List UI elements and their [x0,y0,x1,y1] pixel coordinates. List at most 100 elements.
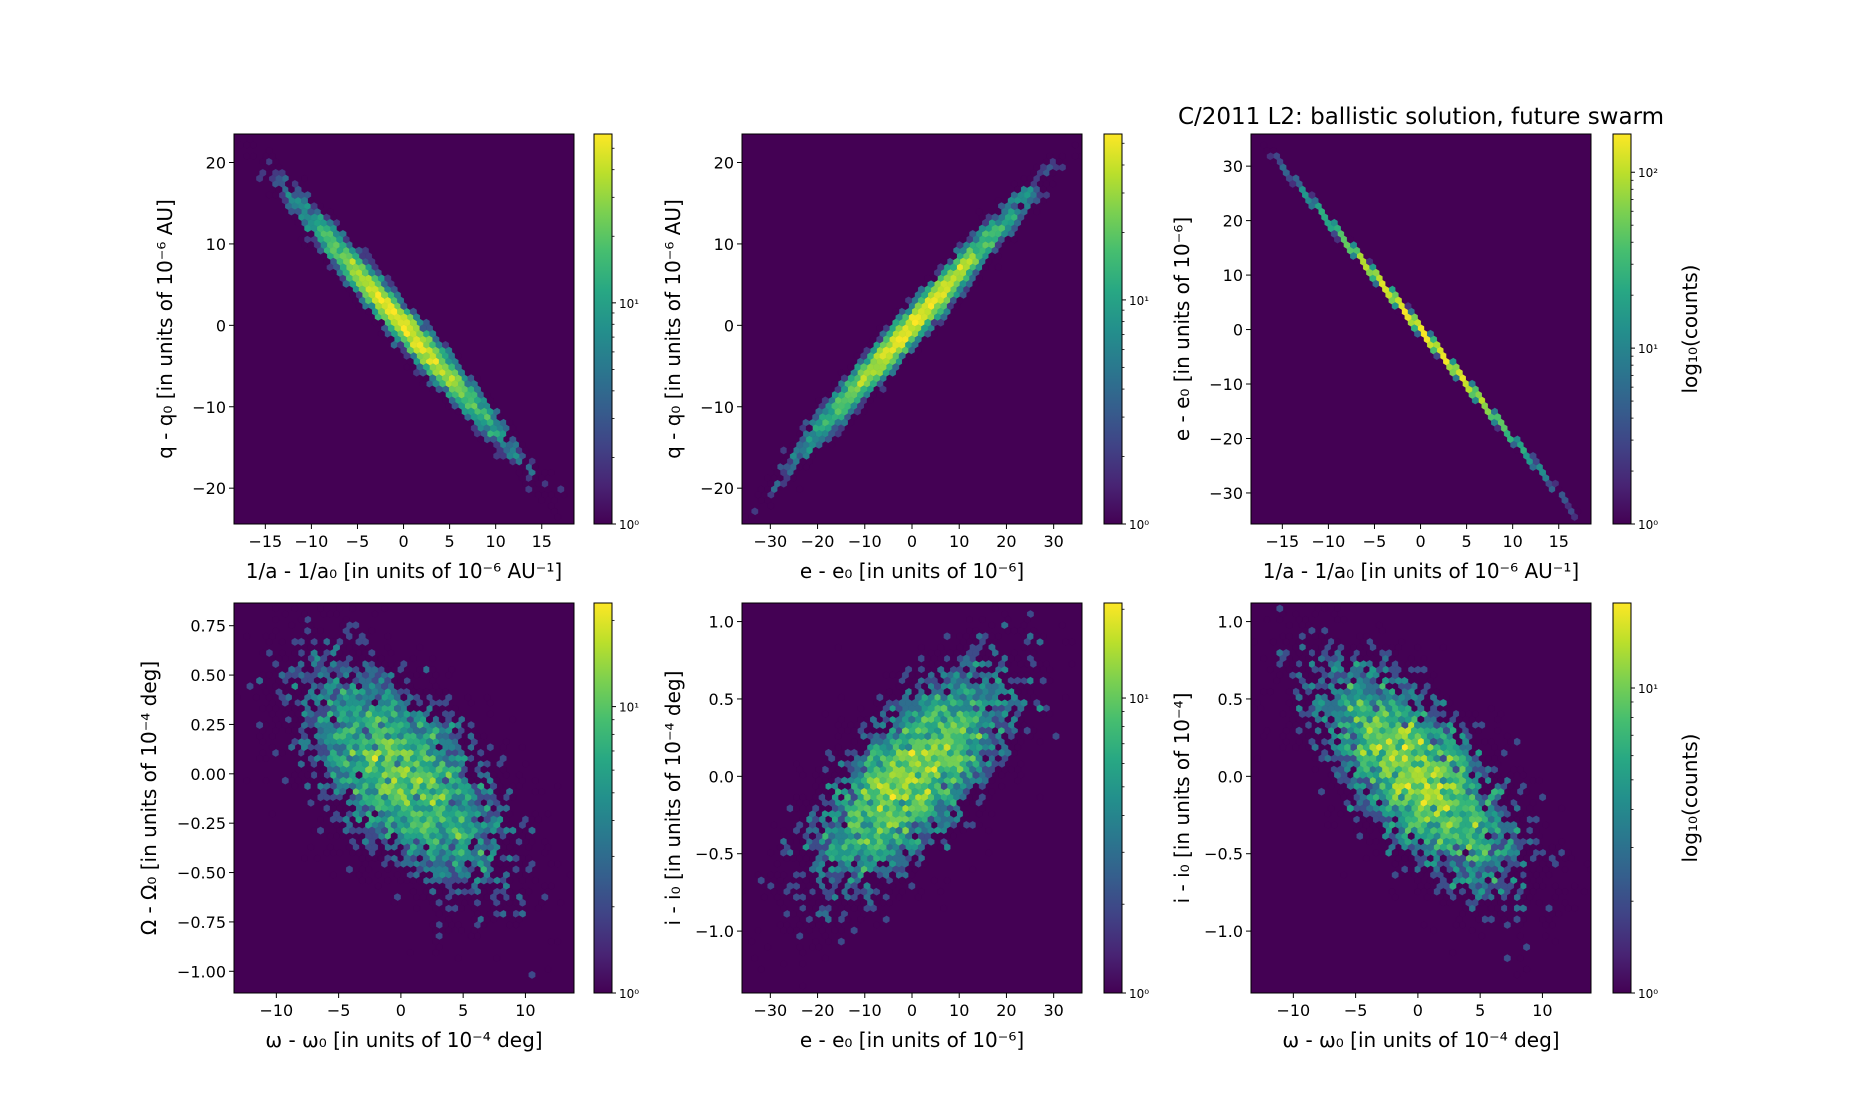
hex-bin [438,826,446,835]
hex-bin [326,654,334,663]
hex-bin [831,904,839,913]
hex-bin [1049,157,1057,166]
hex-bin [1433,854,1441,863]
hex-bin [448,732,456,741]
hex-bin [837,693,845,702]
hex-bin [837,782,845,791]
y-tick-label: 0 [216,316,226,335]
hex-bin [950,252,957,261]
hex-bin [1503,743,1511,752]
x-tick-label: 0 [398,532,408,551]
hex-bin [793,848,800,857]
hex-bin [1356,832,1364,841]
hex-bin [454,385,462,394]
hex-bin [757,876,765,885]
hex-bin [1020,621,1028,630]
hex-bin [400,815,408,824]
hex-bin [368,268,376,277]
hex-bin [512,854,520,863]
hex-bin [937,643,945,652]
hex-bin [252,693,260,702]
hex-bin [438,715,446,724]
hex-bin [879,898,887,907]
hex-bin [943,843,951,852]
hex-bin [825,882,832,891]
hex-bin [1289,180,1297,188]
hex-bin [483,859,491,868]
hex-bin [243,141,251,150]
hex-bin [336,693,344,702]
hex-bin [470,424,478,433]
y-tick-label: −0.25 [177,814,226,833]
hex-bin [1414,809,1422,818]
hex-bin [355,246,363,255]
hex-bin [365,743,372,752]
hex-bin [435,385,443,394]
hex-bin [994,632,1002,641]
hex-bin [387,682,395,691]
hex-bin [368,704,376,713]
hex-bin [799,859,807,868]
hex-bin [1548,843,1556,852]
hex-bin [519,474,526,483]
hexbin-layer [742,134,1082,524]
hex-bin [419,379,427,388]
hex-bin [793,760,800,768]
hex-bin [256,754,263,763]
hex-bin [470,804,478,813]
hex-bin [464,837,472,846]
hex-bin [378,821,385,829]
hex-bin [1366,826,1374,835]
hex-bin [1417,682,1425,691]
hex-bin [506,429,513,438]
hex-bin [1279,710,1287,718]
hex-bin [1292,665,1300,674]
hex-bin [1417,748,1425,757]
x-tick-label: −20 [801,532,835,551]
hex-bin [1439,754,1447,763]
hex-bin [352,698,360,707]
hex-bin [1366,268,1374,277]
hex-bin [982,676,989,685]
hex-bin [486,743,494,752]
hex-bin [1491,832,1498,841]
hex-bin [742,513,749,521]
hex-bin [1039,632,1047,641]
hex-bin [1446,809,1454,818]
hex-bin [1446,352,1454,360]
hex-bin [1330,643,1338,652]
hex-bin [1369,754,1377,763]
hex-bin [358,710,366,718]
hex-bin [317,202,324,211]
hex-bin [1503,832,1511,841]
hex-bin [812,804,820,813]
hex-bin [1334,671,1341,680]
hex-bin [355,291,363,299]
hex-bin [1430,737,1438,746]
hex-bin [355,826,363,835]
hex-bin [490,771,497,780]
hex-bin [285,693,292,702]
hex-bin [403,876,411,885]
hex-bin [825,893,832,902]
hex-bin [1007,732,1015,741]
hex-bin [483,693,491,702]
hex-bin [310,793,318,802]
hex-bin [1046,603,1054,607]
hex-bin [889,693,896,702]
hex-bin [531,787,539,796]
hex-bin [1062,637,1070,646]
hex-bin [1513,446,1521,455]
hex-bin [1394,307,1402,316]
hex-bin [1337,765,1345,774]
hex-bin [1417,704,1425,713]
hex-bin [924,654,932,663]
hex-bin [403,854,411,863]
hex-bin [902,826,909,835]
hex-bin [362,859,369,868]
hex-bin [445,859,453,868]
hex-bin [972,649,980,657]
hex-bin [780,826,788,835]
hex-bin [416,865,424,874]
hex-bin [969,821,977,829]
